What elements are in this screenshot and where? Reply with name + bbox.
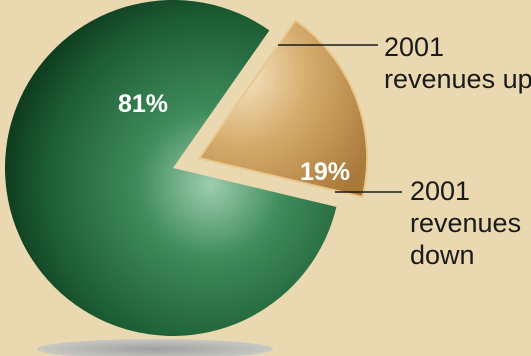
pie-slice-revenues-down bbox=[197, 19, 369, 199]
callout-line-text: revenues bbox=[410, 208, 521, 238]
pie-slices bbox=[5, 0, 369, 337]
callout-label-revenues-down: 2001 revenues down bbox=[410, 176, 521, 270]
callout-line-text: 2001 bbox=[410, 176, 470, 206]
callout-line-text: 2001 bbox=[384, 32, 444, 62]
data-label-revenues-up: 81% bbox=[118, 90, 168, 118]
callout-line-text: down bbox=[410, 240, 475, 270]
callout-line-text: revenues up bbox=[384, 64, 531, 94]
callout-label-revenues-up: 2001 revenues up bbox=[384, 32, 531, 94]
pie-data-labels: 81% 19% bbox=[118, 90, 350, 186]
data-label-revenues-down: 19% bbox=[300, 158, 350, 186]
pie-shadow bbox=[37, 339, 273, 356]
pie-slice-revenues-up bbox=[5, 0, 337, 337]
